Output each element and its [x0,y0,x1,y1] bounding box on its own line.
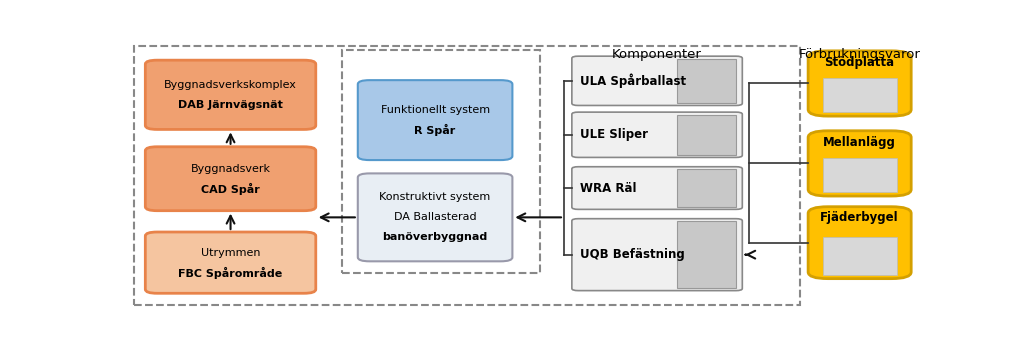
FancyBboxPatch shape [808,131,911,196]
Bar [822,158,897,192]
Text: R Spår: R Spår [414,124,455,136]
Text: Byggnadsverk: Byggnadsverk [190,164,270,174]
Text: DAB Järnvägsnät: DAB Järnvägsnät [178,100,283,110]
Text: Mellanlägg: Mellanlägg [824,136,896,148]
FancyBboxPatch shape [572,112,743,157]
FancyBboxPatch shape [808,51,911,116]
FancyBboxPatch shape [358,80,513,160]
Text: DA Ballasterad: DA Ballasterad [394,212,477,222]
FancyBboxPatch shape [572,219,743,291]
Bar [676,58,736,103]
FancyBboxPatch shape [808,207,911,279]
FancyBboxPatch shape [145,60,316,129]
Text: ULE Sliper: ULE Sliper [580,128,648,141]
Text: FBC Spårområde: FBC Spårområde [178,267,282,279]
Text: Fjäderbygel: Fjäderbygel [820,211,899,225]
FancyBboxPatch shape [358,173,513,261]
FancyBboxPatch shape [572,167,743,209]
Text: WRA Räl: WRA Räl [580,182,636,194]
Bar [822,78,897,112]
FancyBboxPatch shape [572,56,743,106]
Bar [134,46,800,305]
Bar [676,221,736,288]
FancyBboxPatch shape [145,232,316,293]
Bar [822,237,897,275]
Bar [342,49,540,273]
Text: Funktionellt system: Funktionellt system [381,105,490,115]
Text: UQB Befästning: UQB Befästning [580,248,684,261]
Text: CAD Spår: CAD Spår [202,183,260,195]
Text: Komponenter: Komponenter [612,48,702,61]
Text: Utrymmen: Utrymmen [201,248,260,258]
FancyBboxPatch shape [145,147,316,211]
Bar [676,169,736,207]
Text: Förbrukningsvaror: Förbrukningsvaror [799,48,921,61]
Text: Konstruktivt system: Konstruktivt system [380,192,491,202]
Text: Stödplatta: Stödplatta [825,56,895,69]
Text: ULA Spårballast: ULA Spårballast [580,74,685,88]
Text: banöverbyggnad: banöverbyggnad [383,232,488,242]
Bar [676,115,736,155]
Text: Byggnadsverkskomplex: Byggnadsverkskomplex [164,80,297,90]
